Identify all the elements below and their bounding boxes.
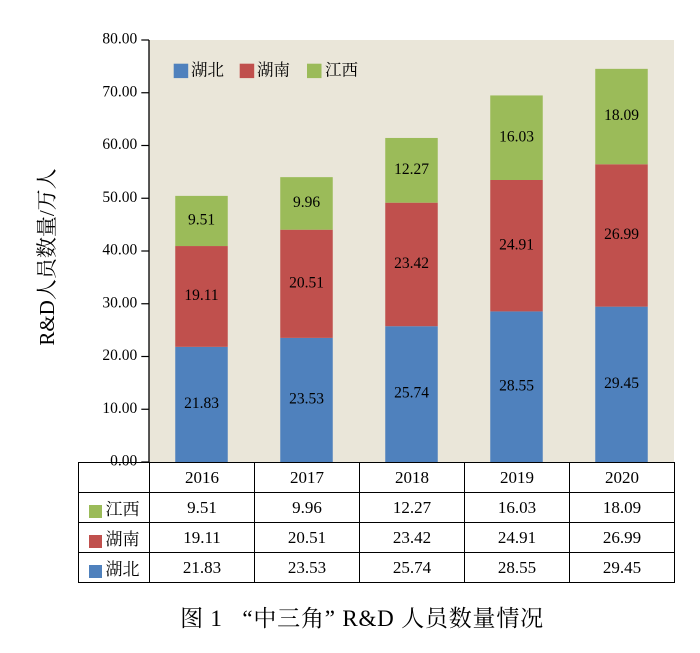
svg-text:R&D人员数量/万人: R&D人员数量/万人 xyxy=(35,168,59,345)
svg-text:湖北: 湖北 xyxy=(191,60,224,79)
svg-text:25.74: 25.74 xyxy=(394,385,429,402)
svg-text:20.51: 20.51 xyxy=(289,274,324,291)
svg-text:23.42: 23.42 xyxy=(394,255,429,272)
svg-text:20.00: 20.00 xyxy=(102,347,137,364)
svg-text:19.11: 19.11 xyxy=(184,287,218,304)
svg-text:9.96: 9.96 xyxy=(293,194,320,211)
svg-text:江西: 江西 xyxy=(325,60,358,79)
svg-text:29.45: 29.45 xyxy=(604,375,639,392)
svg-text:30.00: 30.00 xyxy=(102,294,137,311)
svg-text:28.55: 28.55 xyxy=(499,377,534,394)
svg-text:9.51: 9.51 xyxy=(188,212,215,229)
svg-text:湖南: 湖南 xyxy=(257,60,290,79)
svg-text:12.27: 12.27 xyxy=(394,161,429,178)
svg-text:21.83: 21.83 xyxy=(184,395,219,412)
svg-text:60.00: 60.00 xyxy=(102,136,137,153)
svg-text:18.09: 18.09 xyxy=(604,107,639,124)
svg-text:10.00: 10.00 xyxy=(102,400,137,417)
svg-text:40.00: 40.00 xyxy=(102,242,137,259)
svg-text:23.53: 23.53 xyxy=(289,391,324,408)
svg-text:16.03: 16.03 xyxy=(499,128,534,145)
svg-text:26.99: 26.99 xyxy=(604,226,639,243)
svg-text:24.91: 24.91 xyxy=(499,236,534,253)
svg-text:70.00: 70.00 xyxy=(102,83,137,100)
svg-text:50.00: 50.00 xyxy=(102,189,137,206)
svg-text:80.00: 80.00 xyxy=(102,31,137,48)
